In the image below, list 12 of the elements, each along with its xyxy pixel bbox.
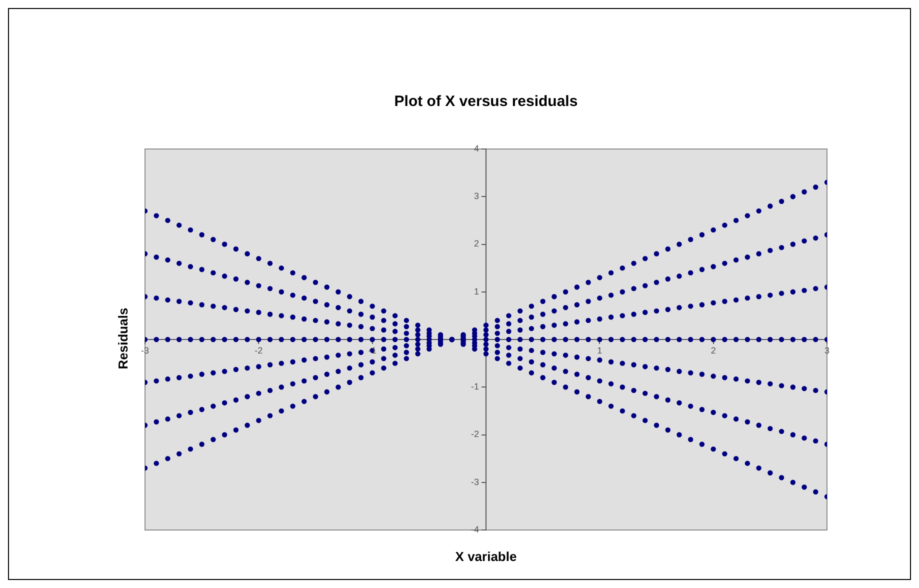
x-tick-label: -2: [254, 345, 263, 356]
y-axis-title: Residuals: [116, 306, 130, 372]
y-tick-label: 3: [474, 191, 479, 202]
y-tick-label: 1: [474, 286, 479, 296]
x-tick-label: 1: [597, 345, 602, 356]
y-tick-label: -1: [470, 382, 479, 392]
y-tick-label: -2: [470, 429, 479, 440]
x-axis-title: X variable: [454, 549, 518, 564]
chart-title: Plot of X versus residuals: [393, 93, 579, 110]
x-tick-label: 2: [710, 345, 716, 356]
y-tick-label: -3: [470, 476, 479, 487]
y-tick-label: 2: [474, 238, 479, 249]
